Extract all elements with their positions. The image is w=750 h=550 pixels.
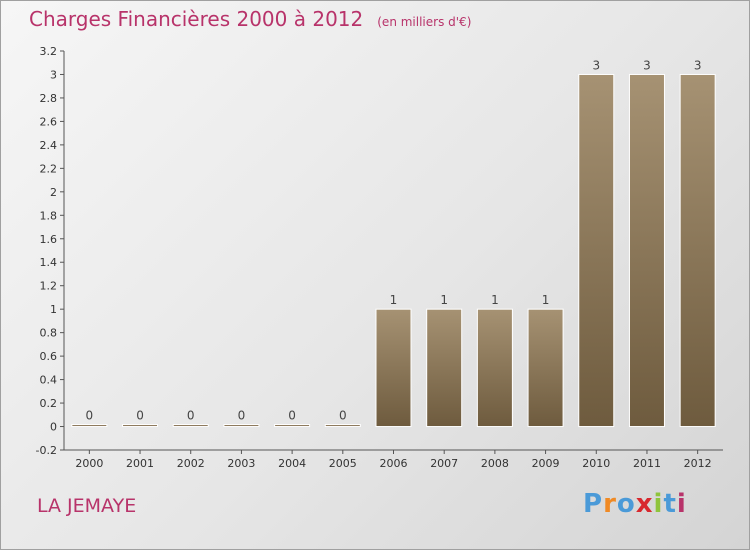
y-tick-label: -0.2 xyxy=(36,444,57,457)
logo-letter: i xyxy=(653,489,664,519)
bar xyxy=(527,308,564,428)
x-tick-label: 2008 xyxy=(481,457,509,470)
y-tick-label: 3 xyxy=(50,68,57,81)
bar xyxy=(476,308,513,428)
data-label: 1 xyxy=(390,293,398,307)
data-label: 1 xyxy=(491,293,499,307)
bar xyxy=(172,424,209,428)
x-tick-label: 2002 xyxy=(177,457,205,470)
logo-letter: i xyxy=(676,489,687,519)
x-tick-label: 2001 xyxy=(126,457,154,470)
y-tick-label: 1.8 xyxy=(40,209,58,222)
chart-title-text: Charges Financières 2000 à 2012 xyxy=(29,7,364,31)
logo-letter: x xyxy=(635,489,654,519)
bar xyxy=(324,424,361,428)
data-label: 0 xyxy=(86,409,94,423)
y-tick-label: 3.2 xyxy=(40,45,58,58)
y-tick-label: 2.4 xyxy=(40,139,58,152)
data-label: 0 xyxy=(288,409,296,423)
bar xyxy=(426,308,463,428)
x-tick-label: 2011 xyxy=(633,457,661,470)
x-tick-label: 2007 xyxy=(430,457,458,470)
bar xyxy=(628,73,665,428)
y-tick-label: 0.4 xyxy=(40,374,58,387)
logo-letter: t xyxy=(663,489,677,519)
data-label: 1 xyxy=(542,293,550,307)
commune-name: LA JEMAYE xyxy=(37,495,137,517)
logo-letter: o xyxy=(616,489,636,519)
y-tick-label: 0.2 xyxy=(40,397,58,410)
data-label: 3 xyxy=(592,58,600,72)
bar xyxy=(375,308,412,428)
bar xyxy=(71,424,108,428)
x-tick-label: 2010 xyxy=(582,457,610,470)
y-tick-label: 1.4 xyxy=(40,256,58,269)
logo-letter: P xyxy=(583,489,604,519)
x-tick-label: 2012 xyxy=(684,457,712,470)
bar xyxy=(274,424,311,428)
chart-subtitle: (en milliers d'€) xyxy=(377,15,472,29)
data-label: 0 xyxy=(187,409,195,423)
y-tick-label: 2 xyxy=(50,186,57,199)
x-tick-label: 2003 xyxy=(227,457,255,470)
data-label: 3 xyxy=(643,58,651,72)
y-tick-label: 0.8 xyxy=(40,327,58,340)
data-label: 0 xyxy=(238,409,246,423)
data-label: 1 xyxy=(440,293,448,307)
bar xyxy=(223,424,260,428)
logo-letter: r xyxy=(603,489,617,519)
data-label: 0 xyxy=(339,409,347,423)
y-tick-label: 1 xyxy=(50,303,57,316)
proxiti-logo: Proxiti xyxy=(583,489,687,519)
bar xyxy=(122,424,159,428)
y-tick-label: 2.8 xyxy=(40,92,58,105)
data-label: 3 xyxy=(694,58,702,72)
y-tick-label: 0.6 xyxy=(40,350,58,363)
y-tick-label: 0 xyxy=(50,421,57,434)
x-tick-label: 2004 xyxy=(278,457,306,470)
y-tick-label: 1.6 xyxy=(40,233,58,246)
y-tick-label: 2.2 xyxy=(40,162,58,175)
data-label: 0 xyxy=(136,409,144,423)
chart-title: Charges Financières 2000 à 2012 (en milli… xyxy=(29,7,471,31)
x-tick-label: 2005 xyxy=(329,457,357,470)
y-tick-label: 1.2 xyxy=(40,280,58,293)
y-tick-label: 2.6 xyxy=(40,115,58,128)
x-tick-label: 2000 xyxy=(75,457,103,470)
x-tick-label: 2009 xyxy=(532,457,560,470)
bar xyxy=(578,73,615,428)
bar xyxy=(679,73,716,428)
x-tick-label: 2006 xyxy=(380,457,408,470)
